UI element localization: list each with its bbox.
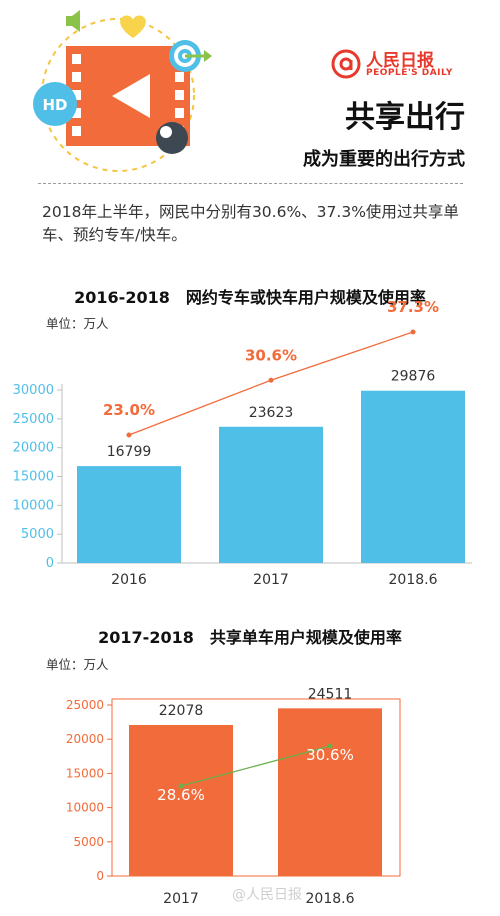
- chart1-title: 2016-2018 网约专车或快车用户规模及使用率: [74, 288, 426, 307]
- intro-text: 2018年上半年，网民中分别有30.6%、37.3%使用过共享单车、预约专车/快…: [42, 203, 459, 244]
- chart1-y-tick-label: 30000: [13, 383, 54, 398]
- play-icon: [112, 74, 150, 118]
- hd-badge-text: HD: [42, 96, 67, 114]
- chart1-bar: [77, 466, 181, 563]
- chart1-category-label: 2017: [253, 572, 289, 588]
- chart1-y-tick-label: 15000: [13, 470, 54, 485]
- logo-text: 人民日报: [366, 51, 434, 71]
- chart1-y-tick-label: 5000: [21, 527, 54, 542]
- chart1-y-tick-label: 25000: [13, 412, 54, 427]
- logo-subtext: PEOPLE'S DAILY: [366, 68, 453, 78]
- divider: [38, 183, 463, 184]
- heart-icon: [120, 15, 146, 39]
- chart2-y-tick-label: 20000: [66, 732, 104, 746]
- chart2-bar-value-label: 24511: [308, 686, 353, 702]
- hd-badge: [33, 82, 77, 126]
- chart1-rate-label: 30.6%: [245, 346, 297, 364]
- chart2-rate-point: [327, 743, 333, 749]
- chart1-bar: [361, 390, 465, 563]
- chart2-bar-value-label: 22078: [159, 703, 204, 719]
- chart1-y-tick-label: 0: [46, 556, 54, 571]
- chart2-plot: 0 5000 10000 15000 20000 25000 22078 2017 24511 2…: [66, 686, 401, 907]
- moon-icon: [156, 122, 188, 154]
- chart1-y-tick-label: 10000: [13, 498, 54, 513]
- chart2-bar: [129, 724, 233, 876]
- chart2-y-tick-label: 5000: [73, 835, 104, 849]
- chart1-rate-point: [268, 377, 274, 383]
- target-icon: [169, 40, 212, 72]
- chart2-rate-label: 30.6%: [306, 746, 354, 764]
- chart2-y-tick-label: 10000: [66, 801, 104, 815]
- chart2-rate-label: 28.6%: [157, 786, 205, 804]
- chart1-category-label: 2018.6: [389, 572, 438, 588]
- chart2-bar: [278, 708, 382, 876]
- chart2-rate-line: [180, 745, 331, 787]
- people-daily-logo: 人民日报 PEOPLE'S DAILY: [328, 44, 468, 88]
- at-logo-icon: [331, 49, 361, 79]
- page-subtitle: 成为重要的出行方式: [303, 149, 465, 170]
- chart1-bar-value-label: 23623: [249, 405, 294, 421]
- chart2-title: 2017-2018 共享单车用户规模及使用率: [98, 628, 402, 647]
- chart1-category-label: 2016: [111, 572, 147, 588]
- chart2-unit: 单位：万人: [46, 657, 109, 672]
- chart2-y-tick-label: 25000: [66, 698, 104, 712]
- chart1-plot: 0 5000 10000 15000 20000 25000 30000 16799 2016 2…: [13, 300, 472, 588]
- chart1-bar: [219, 426, 323, 563]
- page-title: 共享出行: [345, 100, 465, 135]
- chart1-rate-point: [126, 432, 132, 438]
- watermark: @人民日报: [232, 887, 302, 903]
- chart1-bar-value-label: 16799: [107, 444, 152, 460]
- chart2-y-tick-label: 0: [96, 869, 104, 883]
- chart1-y-tick-label: 20000: [13, 441, 54, 456]
- chart1-rate-label: 23.0%: [103, 401, 155, 419]
- chart1-bar-value-label: 29876: [391, 369, 436, 385]
- chart2-rate-point: [178, 783, 184, 789]
- chart2-category-label: 2018.6: [306, 891, 355, 907]
- chart1-unit: 单位：万人: [46, 316, 109, 331]
- dashed-ring: [41, 18, 195, 172]
- sound-icon: [66, 10, 80, 32]
- chart1-rate-label: 37.3%: [387, 300, 439, 316]
- chart1-rate-point: [410, 329, 416, 335]
- hero-illustration: HD: [33, 10, 212, 172]
- chart2-category-label: 2017: [163, 891, 199, 907]
- chart2-y-tick-label: 15000: [66, 766, 104, 780]
